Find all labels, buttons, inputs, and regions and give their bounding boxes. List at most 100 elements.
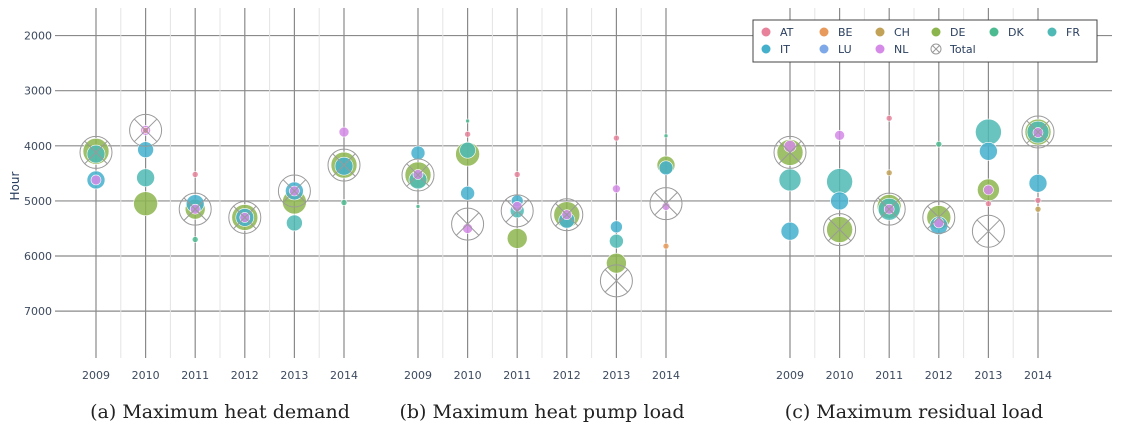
- point-total[interactable]: [872, 192, 906, 226]
- point-de[interactable]: [606, 252, 627, 274]
- legend-item-it[interactable]: IT: [761, 43, 791, 56]
- y-tick-label: 5000: [24, 195, 52, 208]
- captions-layer: (a) Maximum heat demand (b) Maximum heat …: [90, 401, 1043, 423]
- point-total[interactable]: [129, 113, 163, 147]
- legend-item-de[interactable]: DE: [931, 26, 966, 39]
- point-total[interactable]: [401, 158, 435, 192]
- point-it[interactable]: [658, 160, 674, 176]
- point-fr[interactable]: [459, 141, 476, 159]
- point-nl[interactable]: [834, 130, 845, 141]
- point-it[interactable]: [410, 145, 426, 161]
- legend-label: AT: [780, 26, 794, 39]
- point-fr[interactable]: [609, 233, 624, 249]
- y-tick-label: 7000: [24, 305, 52, 318]
- point-total[interactable]: [649, 187, 683, 221]
- point-dk[interactable]: [935, 140, 943, 148]
- x-tick-label: 2009: [776, 369, 804, 382]
- legend-label: LU: [838, 43, 852, 56]
- point-it[interactable]: [1028, 173, 1048, 193]
- axes-layer: Hour 2000 3000 4000 5000 6000 7000 2009 2010 201…: [8, 30, 1052, 382]
- point-total[interactable]: [79, 135, 113, 169]
- point-nl[interactable]: [511, 201, 523, 212]
- point-nl[interactable]: [462, 223, 473, 234]
- legend-marker: [931, 27, 941, 37]
- point-at[interactable]: [1034, 197, 1042, 204]
- legend-item-ch[interactable]: CH: [875, 26, 910, 39]
- point-it[interactable]: [780, 221, 800, 241]
- x-tick-label: 2013: [280, 369, 308, 382]
- point-fr[interactable]: [975, 118, 1002, 146]
- point-it[interactable]: [830, 191, 849, 211]
- point-total[interactable]: [451, 207, 485, 241]
- legend-box: [752, 19, 1098, 63]
- point-nl[interactable]: [933, 217, 945, 229]
- point-fr[interactable]: [136, 168, 155, 188]
- legend-label: DK: [1008, 26, 1024, 39]
- point-fr[interactable]: [86, 144, 106, 164]
- point-it[interactable]: [460, 185, 475, 201]
- point-dk[interactable]: [415, 204, 421, 209]
- point-nl[interactable]: [783, 140, 797, 153]
- legend-item-at[interactable]: AT: [761, 26, 794, 39]
- legend-item-be[interactable]: BE: [819, 26, 853, 39]
- point-nl[interactable]: [612, 184, 621, 194]
- point-it[interactable]: [979, 142, 998, 161]
- point-at[interactable]: [191, 171, 199, 178]
- point-nl[interactable]: [661, 202, 671, 211]
- point-be[interactable]: [662, 242, 670, 250]
- legend-marker: [1047, 27, 1057, 37]
- point-at[interactable]: [464, 130, 471, 138]
- point-total[interactable]: [277, 174, 311, 208]
- legend-item-dk[interactable]: DK: [989, 26, 1025, 39]
- legend-item-fr[interactable]: FR: [1047, 26, 1081, 39]
- point-total[interactable]: [599, 264, 633, 298]
- y-axis-label: Hour: [8, 171, 22, 200]
- point-fr[interactable]: [778, 168, 802, 192]
- point-it[interactable]: [137, 141, 154, 158]
- point-ch[interactable]: [885, 169, 893, 177]
- grid-layer: [55, 8, 1112, 358]
- x-tick-label: 2011: [503, 369, 531, 382]
- point-total[interactable]: [178, 192, 212, 226]
- legend-item-lu[interactable]: LU: [819, 43, 852, 56]
- point-total[interactable]: [773, 135, 807, 169]
- point-de[interactable]: [133, 191, 158, 216]
- point-it[interactable]: [334, 156, 354, 176]
- point-total[interactable]: [500, 194, 534, 228]
- point-at[interactable]: [985, 200, 992, 207]
- point-at[interactable]: [513, 171, 521, 178]
- point-at[interactable]: [885, 114, 893, 122]
- point-dk[interactable]: [663, 133, 669, 139]
- point-total[interactable]: [228, 200, 262, 234]
- legend[interactable]: AT BE CH DE DK FR IT LU NL Total: [752, 19, 1098, 63]
- legend-marker: [819, 44, 829, 54]
- x-tick-label: 2009: [82, 369, 110, 382]
- point-fr[interactable]: [286, 214, 303, 232]
- point-at[interactable]: [613, 134, 620, 142]
- point-it[interactable]: [610, 220, 623, 234]
- x-tick-label: 2010: [454, 369, 482, 382]
- point-nl[interactable]: [338, 126, 350, 138]
- legend-label: IT: [780, 43, 790, 56]
- point-total[interactable]: [971, 214, 1005, 248]
- point-total[interactable]: [1021, 115, 1055, 149]
- point-nl[interactable]: [90, 174, 102, 186]
- point-dk[interactable]: [340, 199, 348, 206]
- point-total[interactable]: [823, 213, 857, 247]
- legend-label: CH: [894, 26, 910, 39]
- point-total[interactable]: [922, 200, 956, 234]
- legend-item-nl[interactable]: NL: [875, 43, 910, 56]
- point-dk[interactable]: [191, 236, 199, 243]
- point-ch[interactable]: [1034, 205, 1042, 213]
- point-de[interactable]: [506, 228, 528, 249]
- point-dk[interactable]: [465, 118, 470, 124]
- point-nl[interactable]: [983, 184, 994, 196]
- point-fr[interactable]: [826, 168, 853, 195]
- y-tick-label: 3000: [24, 85, 52, 98]
- legend-label: Total: [949, 43, 976, 56]
- legend-item-total[interactable]: Total: [930, 43, 976, 56]
- x-tick-label: 2010: [826, 369, 854, 382]
- legend-marker: [875, 27, 885, 37]
- point-total[interactable]: [327, 148, 361, 182]
- point-total[interactable]: [550, 198, 584, 232]
